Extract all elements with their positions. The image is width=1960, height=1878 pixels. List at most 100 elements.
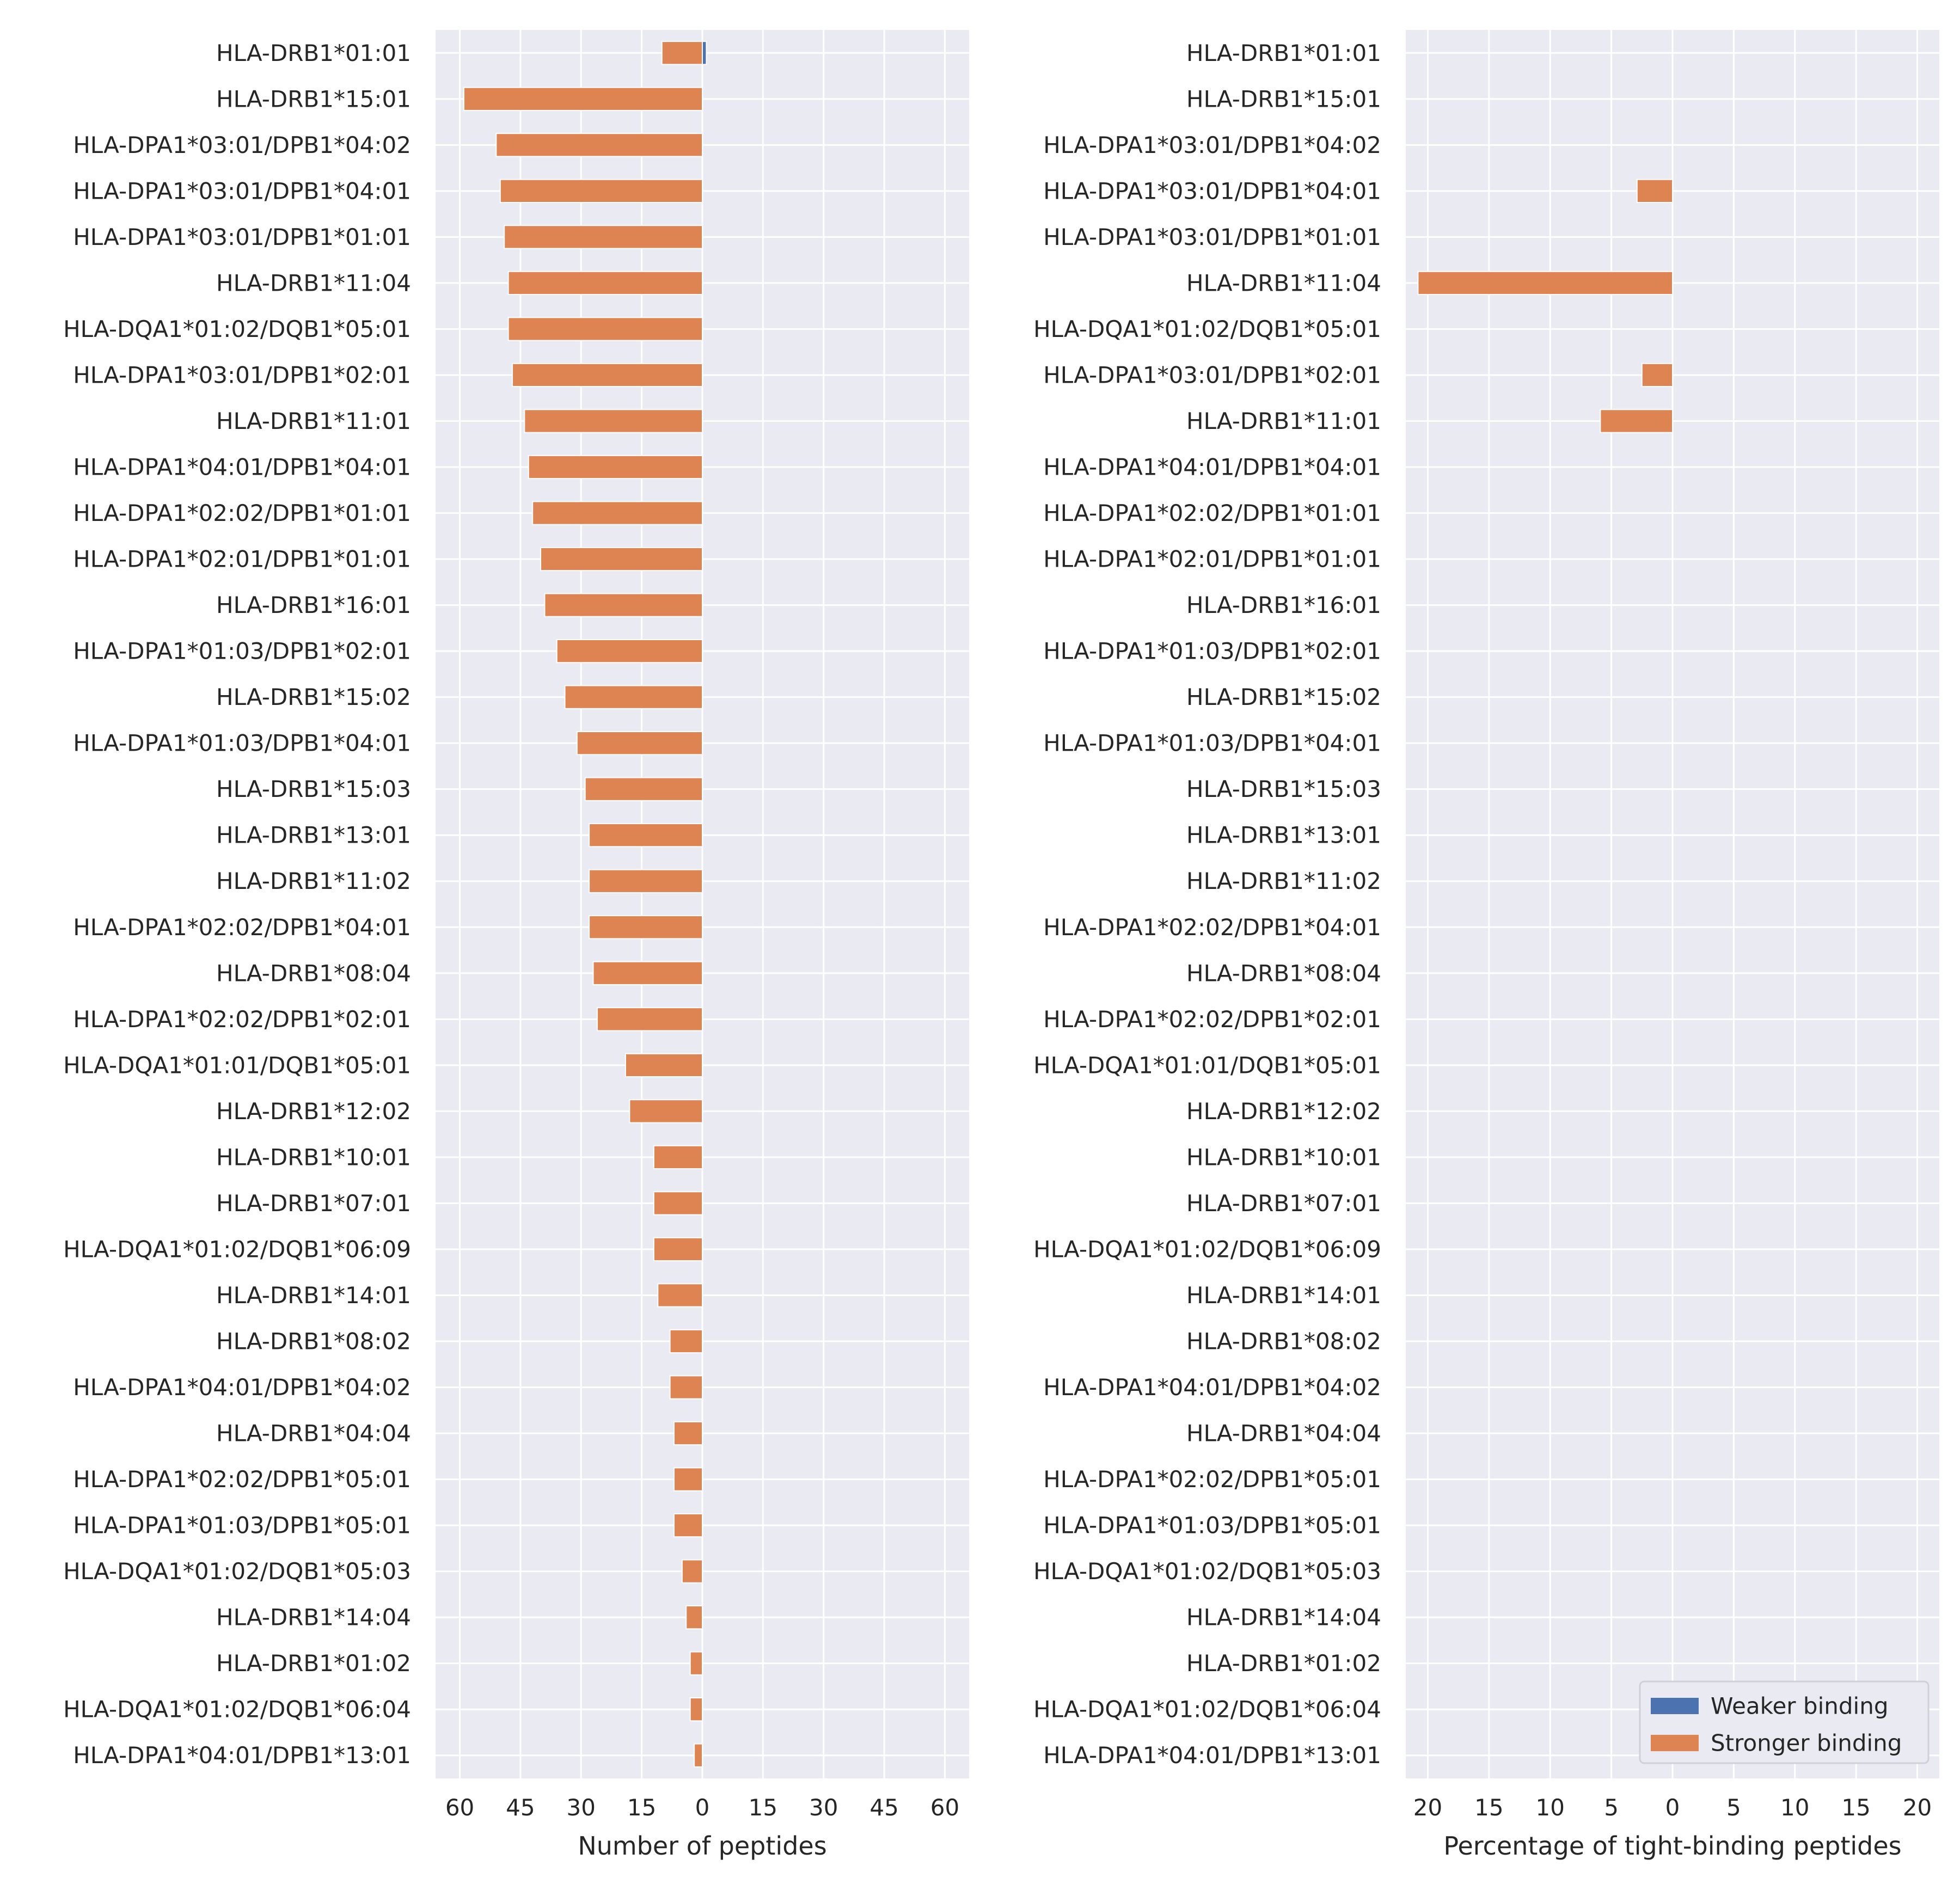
category-label: HLA-DPA1*02:01/DPB1*01:01 [73,546,411,573]
category-label: HLA-DQA1*01:02/DQB1*06:04 [1033,1696,1381,1723]
category-label: HLA-DQA1*01:02/DQB1*06:09 [1033,1236,1381,1262]
category-label: HLA-DPA1*02:02/DPB1*04:01 [1043,914,1381,941]
category-label: HLA-DPA1*03:01/DPB1*04:02 [73,132,411,158]
bar-stronger-binding [657,1283,703,1308]
bar-stronger-binding [592,961,703,985]
category-label: HLA-DPA1*03:01/DPB1*04:02 [1043,132,1381,158]
bar-stronger-binding [495,133,703,157]
bar-stronger-binding [689,1697,703,1722]
x-tick-label: 20 [1903,1794,1932,1821]
category-label: HLA-DRB1*15:02 [216,684,411,710]
bar-stronger-binding [1641,363,1674,388]
x-axis-title: Number of peptides [578,1831,826,1861]
bar-stronger-binding [653,1237,703,1262]
bar-stronger-binding [540,547,703,572]
bar-stronger-binding [524,409,703,433]
category-label: HLA-DRB1*15:01 [216,85,411,112]
bar-stronger-binding [556,639,703,664]
category-label: HLA-DRB1*16:01 [1186,592,1381,618]
panel-left: HLA-DRB1*01:01 HLA-DRB1*15:01 HLA-DPA1*03:… [63,30,969,1861]
bar-stronger-binding [653,1191,703,1216]
category-label: HLA-DRB1*04:04 [216,1420,411,1447]
x-tick-label: 10 [1536,1794,1565,1821]
bar-stronger-binding [1600,409,1673,433]
bar-stronger-binding [584,777,703,801]
legend-label: Stronger binding [1711,1730,1902,1757]
category-label: HLA-DRB1*13:01 [216,822,411,849]
category-label: HLA-DPA1*02:02/DPB1*04:01 [73,914,411,941]
bar-stronger-binding [589,823,703,848]
category-label: HLA-DRB1*14:01 [216,1282,411,1309]
x-tick-label: 15 [627,1794,656,1821]
category-label: HLA-DPA1*01:03/DPB1*02:01 [1043,638,1381,665]
category-label: HLA-DRB1*16:01 [216,592,411,618]
category-label: HLA-DPA1*01:03/DPB1*05:01 [1043,1512,1381,1539]
category-label: HLA-DQA1*01:02/DQB1*05:01 [63,316,411,342]
category-label: HLA-DRB1*12:02 [1186,1098,1381,1125]
category-label: HLA-DQA1*01:01/DQB1*05:01 [1033,1052,1381,1078]
category-label: HLA-DRB1*11:04 [216,269,411,296]
category-label: HLA-DRB1*04:04 [1186,1420,1381,1447]
bar-stronger-binding [463,87,703,111]
legend-label: Weaker binding [1711,1693,1888,1720]
bar-stronger-binding [532,501,703,525]
bar-stronger-binding [694,1743,703,1767]
category-label: HLA-DPA1*03:01/DPB1*01:01 [73,224,411,250]
category-label: HLA-DPA1*04:01/DPB1*04:01 [73,454,411,481]
category-label: HLA-DRB1*01:02 [216,1650,411,1677]
bar-stronger-binding [629,1099,703,1124]
x-tick-label: 60 [930,1794,959,1821]
category-label: HLA-DPA1*02:02/DPB1*01:01 [73,500,411,526]
x-tick-label: 0 [695,1794,710,1821]
category-label: HLA-DRB1*08:04 [1186,960,1381,986]
category-label: HLA-DPA1*02:01/DPB1*01:01 [1043,546,1381,573]
bar-stronger-binding [669,1329,703,1354]
category-label: HLA-DPA1*04:01/DPB1*04:02 [1043,1374,1381,1401]
category-label: HLA-DPA1*02:02/DPB1*01:01 [1043,500,1381,526]
category-label: HLA-DPA1*03:01/DPB1*04:01 [1043,177,1381,204]
category-label: HLA-DRB1*15:03 [1186,776,1381,802]
x-tick-label: 30 [809,1794,838,1821]
category-label: HLA-DRB1*08:02 [216,1328,411,1355]
bar-stronger-binding [504,225,703,249]
category-label: HLA-DPA1*01:03/DPB1*05:01 [73,1512,411,1539]
category-label: HLA-DRB1*10:01 [216,1144,411,1170]
bar-stronger-binding [689,1651,703,1676]
bar-stronger-binding [685,1605,703,1630]
x-axis-title: Percentage of tight-binding peptides [1443,1831,1901,1861]
category-label: HLA-DQA1*01:02/DQB1*05:03 [63,1558,411,1585]
category-label: HLA-DRB1*01:01 [216,40,411,66]
category-label: HLA-DPA1*03:01/DPB1*02:01 [73,361,411,388]
category-label: HLA-DPA1*04:01/DPB1*04:01 [1043,454,1381,481]
legend-swatch [1651,1735,1699,1751]
category-label: HLA-DPA1*03:01/DPB1*02:01 [1043,361,1381,388]
category-label: HLA-DRB1*11:02 [216,868,411,894]
category-label: HLA-DPA1*03:01/DPB1*01:01 [1043,224,1381,250]
category-label: HLA-DRB1*11:04 [1186,269,1381,296]
category-label: HLA-DQA1*01:01/DQB1*05:01 [63,1052,411,1078]
category-label: HLA-DRB1*15:03 [216,776,411,802]
x-tick-label: 30 [567,1794,596,1821]
category-label: HLA-DRB1*08:04 [216,960,411,986]
category-label: HLA-DRB1*11:01 [1186,408,1381,434]
bar-stronger-binding [576,731,703,756]
category-label: HLA-DRB1*14:04 [216,1604,411,1631]
bar-stronger-binding [589,869,703,893]
bar-stronger-binding [681,1559,703,1584]
x-tick-label: 15 [749,1794,777,1821]
bar-stronger-binding [512,363,703,388]
bar-stronger-binding [669,1375,703,1400]
category-label: HLA-DRB1*07:01 [216,1190,411,1217]
bar-stronger-binding [1417,271,1673,296]
category-label: HLA-DRB1*01:02 [1186,1650,1381,1677]
bar-stronger-binding [596,1007,703,1032]
category-label: HLA-DRB1*15:01 [1186,85,1381,112]
bar-weaker-binding [702,41,707,65]
category-label: HLA-DQA1*01:02/DQB1*05:01 [1033,316,1381,342]
x-tick-label: 20 [1413,1794,1442,1821]
bar-stronger-binding [653,1145,703,1170]
category-label: HLA-DPA1*01:03/DPB1*04:01 [73,730,411,757]
category-label: HLA-DPA1*01:03/DPB1*04:01 [1043,730,1381,757]
category-label: HLA-DPA1*02:02/DPB1*05:01 [73,1466,411,1493]
